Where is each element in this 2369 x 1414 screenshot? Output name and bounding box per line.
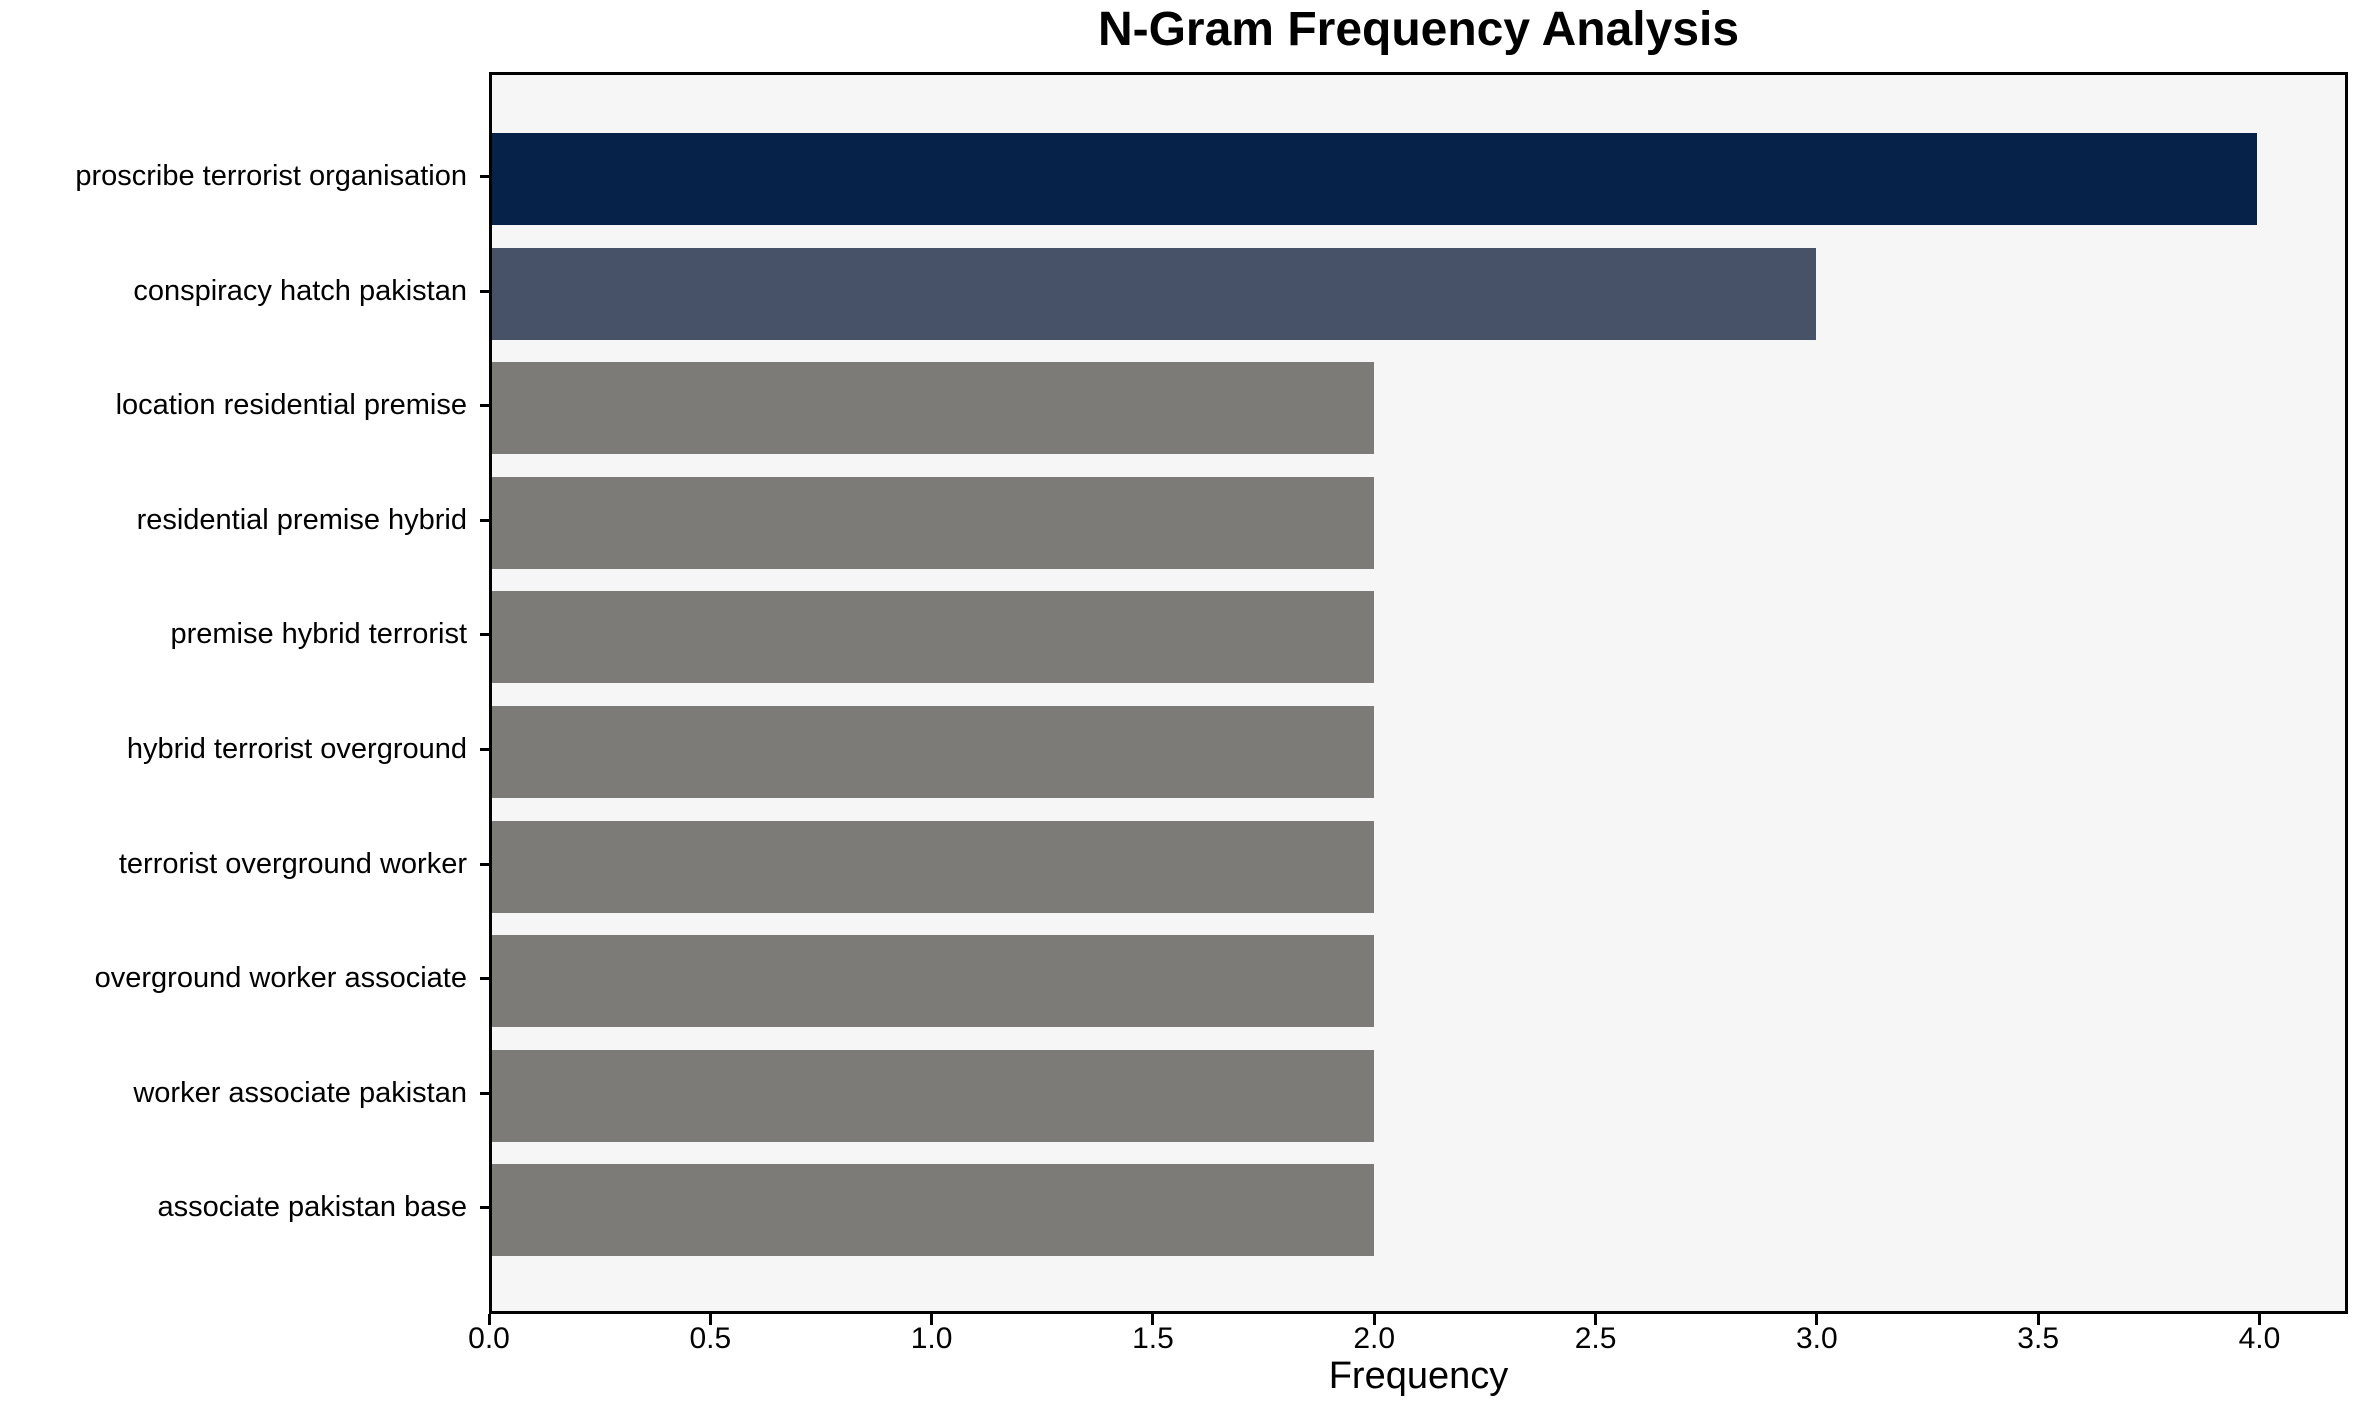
x-tick-label: 2.5 [1574, 1322, 1617, 1355]
x-tick-mark [487, 1314, 491, 1325]
x-tick-label: 4.0 [2238, 1322, 2281, 1355]
y-tick-mark [480, 1091, 489, 1095]
y-tick-mark [480, 633, 489, 637]
y-tick-mark [480, 518, 489, 522]
bar [492, 1164, 1375, 1257]
y-tick-label: overground worker associate [94, 962, 467, 995]
y-tick-mark [480, 748, 489, 751]
y-tick-label: premise hybrid terrorist [170, 618, 467, 651]
x-tick-mark [930, 1314, 934, 1325]
bar [492, 706, 1375, 798]
x-tick-label: 0.0 [468, 1322, 510, 1355]
x-tick-label: 1.5 [1132, 1322, 1174, 1355]
y-axis-labels: proscribe terrorist organisation conspira… [0, 72, 467, 1314]
y-tick-mark [480, 404, 489, 408]
bar [492, 1049, 1375, 1142]
bar [492, 591, 1375, 684]
x-tick-mark [1372, 1314, 1376, 1325]
x-tick-label: 3.5 [2017, 1322, 2060, 1355]
y-tick-label: terrorist overground worker [118, 847, 467, 880]
x-tick-mark [2257, 1314, 2261, 1325]
x-axis-title: Frequency [1328, 1355, 1509, 1397]
chart-title: N-Gram Frequency Analysis [1097, 3, 1740, 56]
x-tick-label: 2.0 [1353, 1322, 1396, 1355]
y-tick-label: residential premise hybrid [136, 503, 467, 536]
y-tick-label: worker associate pakistan [133, 1076, 467, 1109]
bar [492, 247, 1816, 340]
y-tick-label: hybrid terrorist overground [126, 733, 467, 765]
y-tick-label: associate pakistan base [157, 1191, 467, 1224]
y-tick-mark [480, 175, 489, 178]
x-tick-label: 1.0 [910, 1322, 953, 1355]
y-tick-label: proscribe terrorist organisation [75, 160, 467, 192]
y-tick-mark [480, 977, 489, 981]
y-tick-mark [480, 862, 489, 866]
y-tick-mark [480, 289, 489, 293]
bar [492, 476, 1375, 569]
x-tick-label: 3.0 [1795, 1322, 1838, 1355]
x-tick-mark [1815, 1314, 1819, 1325]
x-tick-mark [2036, 1314, 2040, 1325]
x-tick-mark [708, 1314, 712, 1325]
x-tick-label: 0.5 [689, 1322, 732, 1355]
bar [492, 935, 1375, 1028]
plot-area [489, 72, 2348, 1314]
y-tick-label: location residential premise [115, 389, 467, 422]
y-tick-mark [480, 1206, 489, 1210]
x-tick-mark [1594, 1314, 1598, 1325]
bar [492, 362, 1375, 455]
x-tick-mark [1151, 1314, 1155, 1325]
bar [492, 133, 2257, 225]
y-tick-label: conspiracy hatch pakistan [133, 274, 467, 307]
bar [492, 820, 1375, 913]
